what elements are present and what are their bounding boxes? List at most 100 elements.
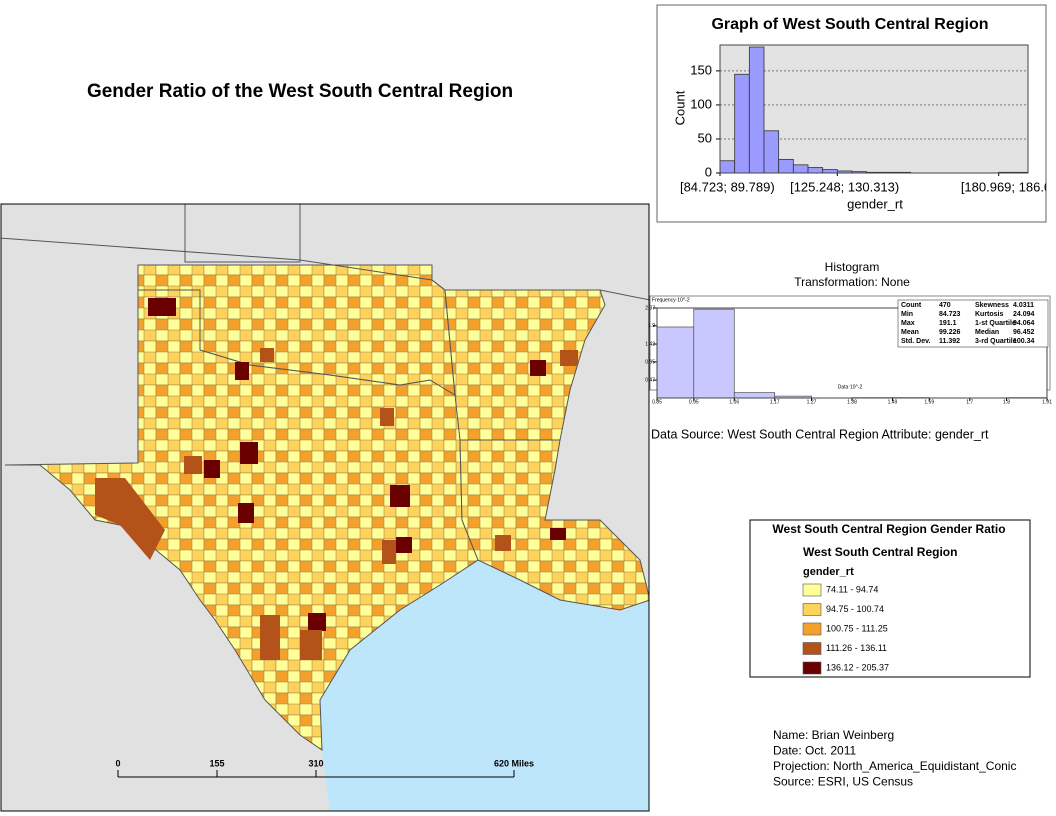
stat-value: 470: [939, 302, 951, 309]
y-tick-label: 0.95: [645, 359, 655, 365]
stat-label: Median: [975, 329, 999, 336]
legend-frame: [749, 519, 1031, 678]
credits: Name: Brian Weinberg Date: Oct. 2011Proje…: [773, 728, 1016, 789]
x-tick-label: 1.49: [888, 399, 898, 405]
x-tick-label: 0.85: [652, 399, 662, 405]
histogram-bar: [778, 158, 794, 174]
y-tick-label: 1.9: [648, 323, 655, 329]
scale-label: 155: [209, 758, 224, 768]
stat-label: 3-rd Quartile: [975, 338, 1017, 345]
legend-label: 136.12 - 205.37: [826, 662, 889, 672]
data-source: Data Source: West South Central Region A…: [651, 427, 989, 441]
credit-line: Name: Brian Weinberg: [773, 728, 894, 742]
x-tick-label: 1.7: [966, 399, 973, 405]
scale-label: 620 Miles: [494, 758, 534, 768]
x-tick-label: 1.38: [847, 399, 857, 405]
y-tick-label: 100: [690, 96, 712, 111]
y-axis-label: Frequency·10^-2: [652, 297, 690, 303]
histogram-bar: [734, 73, 750, 174]
stat-value: 84.723: [939, 311, 961, 318]
x-axis-label: gender_rt: [847, 196, 903, 211]
histogram-bar: [693, 308, 735, 399]
histogram-subtitle: Transformation: None: [794, 275, 910, 289]
plot-frame: [656, 307, 1048, 399]
dark-counties: [95, 348, 578, 660]
y-tick-label: 1.42: [645, 341, 655, 347]
stat-value: 24.094: [1013, 311, 1035, 318]
x-tick-label: [84.723; 89.789): [680, 179, 775, 194]
highlight-counties: [148, 298, 566, 631]
stats-table: Count 470 Skewness 4.0311 Min 84.723 Kurtosis 2…: [897, 299, 1049, 348]
stat-value: 99.226: [939, 329, 961, 336]
stat-label: Mean: [901, 329, 919, 336]
histogram-bar: [822, 169, 838, 174]
x-tick-label: 0.95: [689, 399, 699, 405]
x-tick-label: 1.91: [1042, 399, 1052, 405]
legend-label: 74.11 - 94.74: [826, 584, 878, 594]
y-tick-label: 150: [690, 62, 712, 77]
state-border: [1, 237, 649, 301]
histogram-bar: [792, 164, 809, 174]
x-tick-label: [125.248; 130.313): [790, 179, 899, 194]
x-tick-label: [180.969; 186.0: [961, 179, 1051, 194]
stat-value: 100.34: [1013, 338, 1035, 345]
legend-label: 100.75 - 111.25: [826, 623, 888, 633]
y-tick-label: 0: [705, 164, 712, 179]
legend-field: gender_rt: [803, 566, 854, 578]
stat-label: 1-st Quartile: [975, 320, 1016, 327]
histogram-bar: [733, 392, 776, 399]
credit-line: Source: ESRI, US Census: [773, 775, 913, 789]
credit-line: Projection: North_America_Equidistant_Co…: [773, 759, 1016, 773]
stat-value: 4.0311: [1013, 302, 1034, 309]
legend-layer: West South Central Region: [803, 545, 957, 559]
stat-value: 96.452: [1013, 329, 1035, 336]
map: [1, 204, 649, 811]
legend-label: 111.26 - 136.11: [826, 643, 887, 653]
histogram-bar: [656, 326, 695, 399]
histogram-bar: [748, 46, 765, 174]
map-frame: [0, 203, 650, 812]
histogram-bar: [807, 167, 824, 174]
y-axis-label: Count: [672, 90, 687, 125]
legend-swatch: [802, 622, 822, 636]
stat-label: Skewness: [975, 302, 1009, 309]
graph-title: Graph of West South Central Region: [711, 16, 988, 33]
histogram-bar: [763, 130, 780, 174]
stat-label: Kurtosis: [975, 311, 1004, 318]
scale-bar: 0 155 310 620 Miles: [115, 758, 534, 778]
stat-label: Min: [901, 311, 913, 318]
stat-value: 191.1: [939, 320, 957, 327]
state-border: [184, 204, 301, 263]
legend: 74.11 - 94.74 94.75 - 100.74 100.75 - 111.…: [802, 583, 889, 675]
stat-label: Std. Dev.: [901, 338, 930, 345]
histogram-title: Histogram: [825, 260, 880, 274]
x-tick-label: 1.8: [1003, 399, 1010, 405]
x-tick-label: 1.06: [729, 399, 739, 405]
x-tick-label: 1.59: [924, 399, 934, 405]
y-tick-label: 0.47: [645, 377, 655, 383]
legend-swatch: [802, 603, 822, 616]
stat-value: 11.392: [939, 338, 960, 345]
gulf-water: [320, 560, 649, 811]
y-tick-label: 50: [698, 130, 712, 145]
x-tick-label: 1.27: [807, 399, 817, 405]
scale-label: 310: [308, 758, 323, 768]
arkansas: [444, 289, 606, 441]
graph: 0 50 100 150 [84.723; 89.789) [125.248; 130.3…: [680, 44, 1051, 194]
louisiana: [459, 439, 649, 611]
scale-label: 0: [115, 758, 120, 768]
stat-label: Count: [901, 302, 922, 309]
legend-label: 94.75 - 100.74: [826, 604, 884, 614]
legend-swatch: [802, 642, 822, 655]
y-tick-label: 2.37: [645, 305, 655, 311]
stats-box: [897, 299, 1049, 348]
credit-line: Date: Oct. 2011: [773, 744, 856, 758]
legend-swatch: [802, 583, 822, 597]
stat-label: Max: [901, 320, 915, 327]
legend-swatch: [802, 661, 822, 675]
x-tick-label: 1.17: [770, 399, 780, 405]
legend-title: West South Central Region Gender Ratio: [772, 522, 1005, 536]
histogram-bar: [719, 160, 736, 174]
